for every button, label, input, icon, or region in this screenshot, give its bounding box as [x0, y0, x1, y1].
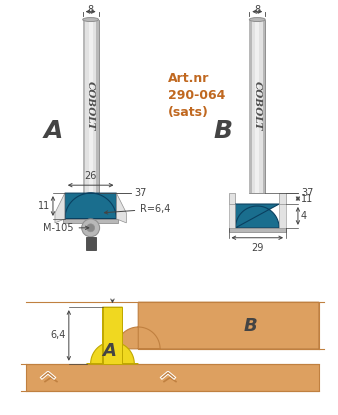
- Polygon shape: [96, 20, 99, 193]
- Polygon shape: [138, 302, 319, 349]
- Text: 11: 11: [38, 201, 50, 211]
- Polygon shape: [228, 193, 236, 204]
- Polygon shape: [86, 237, 96, 250]
- Text: 37: 37: [134, 188, 147, 198]
- Ellipse shape: [249, 17, 265, 22]
- Text: 26: 26: [84, 171, 97, 181]
- Polygon shape: [138, 302, 319, 349]
- Text: A: A: [43, 119, 63, 143]
- Text: M-105: M-105: [43, 223, 89, 233]
- Polygon shape: [249, 20, 265, 193]
- Polygon shape: [263, 20, 265, 193]
- Polygon shape: [26, 364, 319, 391]
- Text: 8: 8: [254, 5, 260, 15]
- Polygon shape: [279, 193, 286, 204]
- Polygon shape: [228, 228, 286, 232]
- Polygon shape: [83, 20, 99, 193]
- Polygon shape: [83, 20, 85, 193]
- Polygon shape: [116, 302, 319, 349]
- Text: 11: 11: [301, 193, 313, 204]
- Text: 4: 4: [301, 211, 307, 221]
- Circle shape: [87, 224, 95, 232]
- Polygon shape: [65, 193, 116, 219]
- Polygon shape: [102, 307, 122, 364]
- Text: B: B: [243, 317, 257, 334]
- Ellipse shape: [83, 17, 99, 22]
- Polygon shape: [228, 204, 236, 228]
- Polygon shape: [89, 20, 93, 193]
- Text: 8: 8: [88, 5, 94, 15]
- Text: A: A: [102, 342, 116, 360]
- Text: B: B: [213, 119, 232, 143]
- Polygon shape: [236, 204, 279, 228]
- Text: COBOLT: COBOLT: [86, 81, 95, 131]
- Text: 6,4: 6,4: [50, 330, 66, 340]
- Text: R=6,4: R=6,4: [104, 204, 171, 214]
- Polygon shape: [63, 219, 118, 223]
- Polygon shape: [55, 193, 65, 223]
- Polygon shape: [249, 20, 252, 193]
- Polygon shape: [279, 204, 286, 228]
- Polygon shape: [116, 193, 126, 223]
- Polygon shape: [87, 307, 138, 364]
- Text: Art.nr
290-064
(sats): Art.nr 290-064 (sats): [168, 73, 225, 120]
- Text: 37: 37: [301, 188, 313, 198]
- Text: 29: 29: [251, 243, 263, 253]
- Circle shape: [82, 219, 100, 237]
- Text: COBOLT: COBOLT: [253, 81, 262, 131]
- Polygon shape: [255, 20, 259, 193]
